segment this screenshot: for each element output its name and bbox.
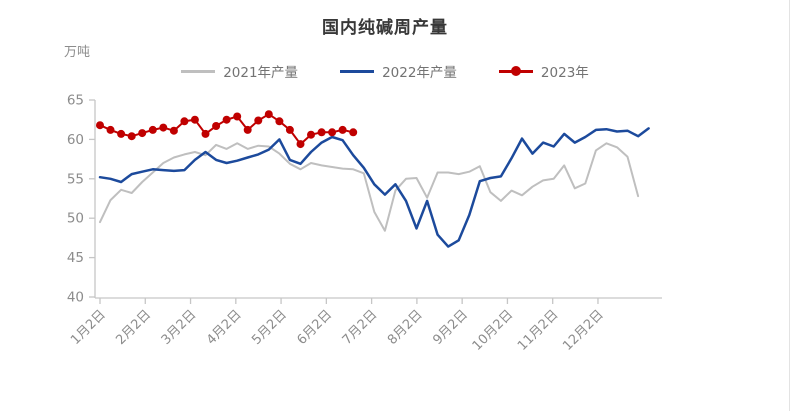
series-marker-2023年 — [349, 128, 358, 137]
series-marker-2023年 — [148, 125, 157, 134]
y-tick-label: 65 — [67, 93, 84, 109]
x-tick-label: 12月2日 — [560, 307, 607, 354]
series-marker-2023年 — [285, 125, 294, 134]
legend: 2021年产量 2022年产量 2023年 — [0, 61, 770, 81]
series-marker-2023年 — [117, 129, 126, 138]
x-tick-label: 9月2日 — [430, 307, 471, 348]
x-tick-label: 6月2日 — [294, 307, 335, 348]
series-marker-2023年 — [296, 140, 305, 149]
chart-title: 国内纯碱周产量 — [322, 18, 448, 38]
x-tick-label: 5月2日 — [249, 307, 290, 348]
series-marker-2023年 — [127, 132, 136, 141]
series-marker-2023年 — [222, 115, 231, 124]
series-marker-2023年 — [264, 110, 273, 119]
x-tick-label: 10月2日 — [470, 307, 517, 354]
y-tick-label: 45 — [67, 250, 84, 266]
x-tick-label: 3月2日 — [159, 307, 200, 348]
y-tick-label: 40 — [67, 290, 84, 306]
series-line-2021年产量 — [99, 142, 640, 232]
x-tick-label: 1月2日 — [68, 307, 109, 348]
legend-marker-dot-2023 — [510, 66, 521, 76]
series-marker-2023年 — [190, 115, 199, 124]
legend-line-2022-swatch — [340, 69, 375, 73]
y-axis-unit-label: 万吨 — [64, 45, 91, 60]
x-tick-label: 11月2日 — [515, 307, 562, 354]
y-tick-label: 55 — [67, 171, 84, 187]
series-marker-2023年 — [233, 112, 242, 121]
legend-item-2022: 2022年产量 — [340, 61, 457, 81]
series-marker-2023年 — [243, 125, 252, 134]
y-tick-label: 60 — [67, 132, 84, 148]
series-marker-2023年 — [96, 121, 104, 130]
x-tick-label: 4月2日 — [204, 307, 245, 348]
x-tick-label: 7月2日 — [340, 307, 381, 348]
series-marker-2023年 — [328, 128, 337, 137]
page-right-rule — [789, 0, 790, 411]
x-tick-label: 2月2日 — [113, 307, 154, 348]
series-marker-2023年 — [275, 117, 284, 126]
legend-line-2021-swatch — [181, 69, 216, 73]
legend-line-2023-swatch — [498, 66, 533, 76]
x-tick-label: 8月2日 — [385, 307, 426, 348]
series-marker-2023年 — [212, 122, 221, 130]
series-marker-2023年 — [159, 123, 168, 132]
legend-label-2023: 2023年 — [540, 65, 589, 81]
series-marker-2023年 — [254, 116, 263, 125]
y-tick-label: 50 — [67, 211, 84, 227]
series-marker-2023年 — [201, 129, 210, 138]
legend-item-2021: 2021年产量 — [181, 61, 298, 81]
legend-label-2021: 2021年产量 — [223, 65, 299, 81]
legend-label-2022: 2022年产量 — [382, 65, 457, 81]
legend-item-2023: 2023年 — [498, 61, 589, 81]
series-marker-2023年 — [138, 129, 147, 138]
series-marker-2023年 — [106, 125, 115, 134]
series-marker-2023年 — [169, 126, 178, 135]
series-marker-2023年 — [180, 117, 189, 126]
series-marker-2023年 — [338, 125, 347, 134]
series-marker-2023年 — [317, 128, 326, 137]
series-line-2022年产量 — [98, 127, 650, 248]
series-marker-2023年 — [307, 130, 315, 139]
